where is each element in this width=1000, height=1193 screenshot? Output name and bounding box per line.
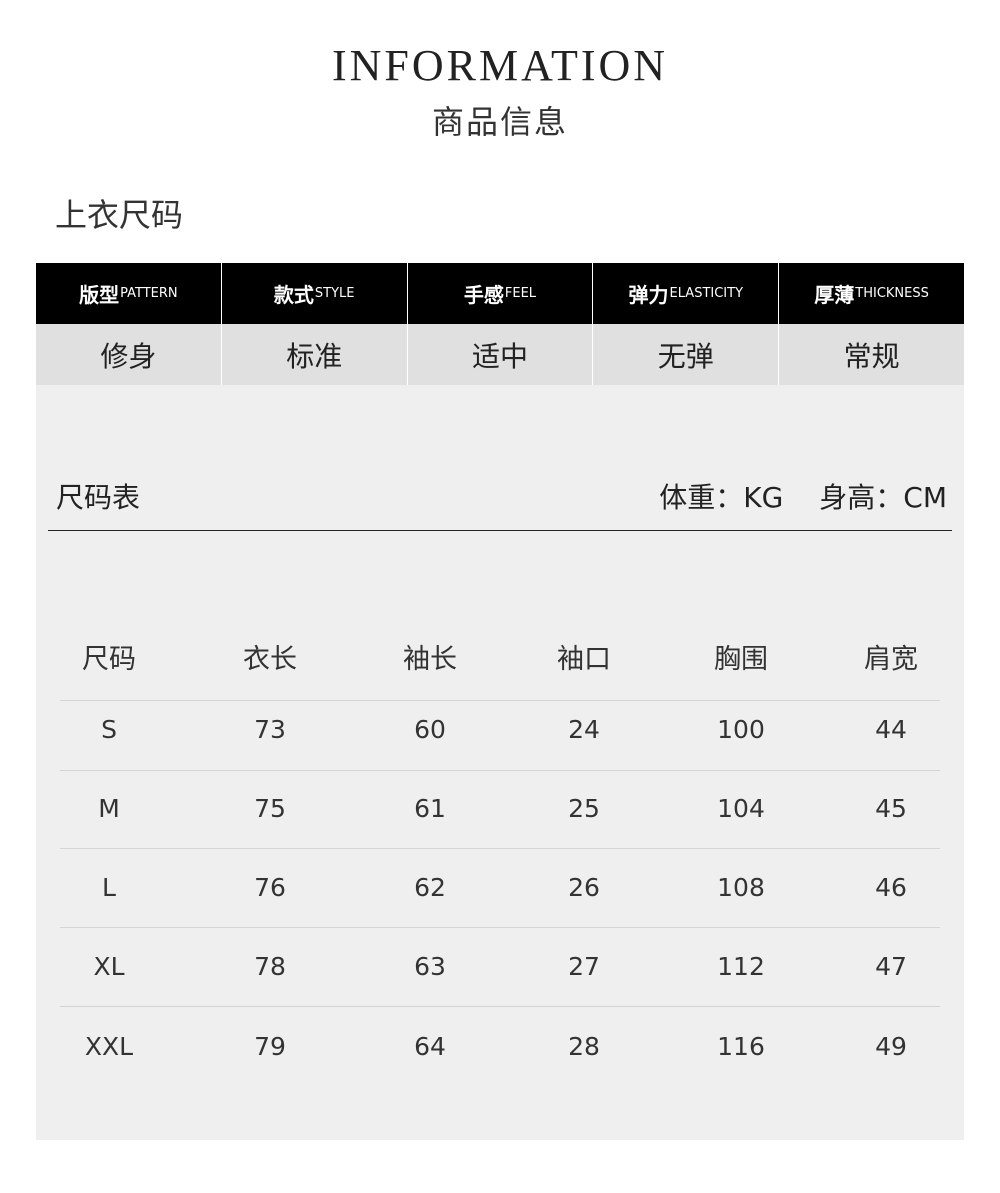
table-cell: 108: [717, 873, 765, 902]
section-title: 上衣尺码: [55, 196, 184, 234]
table-cell: 47: [875, 952, 907, 981]
table-cell: 62: [414, 873, 446, 902]
table-cell: 63: [414, 952, 446, 981]
table-cell: 25: [568, 794, 600, 823]
attr-label-en: PATTERN: [120, 286, 178, 301]
table-cell: 44: [875, 715, 907, 744]
row-divider: [60, 927, 940, 928]
table-cell: 75: [254, 794, 286, 823]
attr-label-cn: 厚薄: [814, 283, 855, 307]
attr-header-feel: 手感 FEEL: [407, 263, 594, 324]
row-divider: [60, 700, 940, 701]
title-chinese: 商品信息: [431, 103, 568, 141]
attr-header-pattern: 版型 PATTERN: [36, 263, 222, 324]
table-cell: 104: [717, 794, 765, 823]
title-english: INFORMATION: [331, 41, 669, 90]
table-cell: 45: [875, 794, 907, 823]
table-cell: 112: [717, 952, 765, 981]
attr-label-cn: 弹力: [628, 283, 669, 307]
table-cell: 49: [875, 1032, 907, 1061]
unit-weight: 体重：KG: [659, 481, 784, 514]
row-divider: [60, 848, 940, 849]
attr-header-thickness: 厚薄 THICKNESS: [779, 263, 964, 324]
table-cell: 100: [717, 715, 765, 744]
attr-value: 无弹: [593, 324, 780, 385]
table-cell: M: [98, 794, 120, 823]
table-cell: 袖长: [403, 644, 457, 675]
attr-value: 常规: [779, 324, 964, 385]
table-cell: 24: [568, 715, 600, 744]
attr-value: 适中: [407, 324, 594, 385]
table-cell: 26: [568, 873, 600, 902]
row-divider: [60, 770, 940, 771]
table-cell: 胸围: [714, 644, 768, 675]
size-chart-panel: [36, 385, 964, 1140]
table-cell: 64: [414, 1032, 446, 1061]
attr-header-style: 款式 STYLE: [221, 263, 408, 324]
table-cell: 76: [254, 873, 286, 902]
attr-label-cn: 手感: [463, 283, 504, 307]
table-cell: 28: [568, 1032, 600, 1061]
table-cell: 尺码: [82, 644, 136, 675]
table-cell: 27: [568, 952, 600, 981]
unit-height: 身高：CM: [819, 481, 947, 514]
attr-label-en: STYLE: [314, 286, 355, 301]
attr-value: 标准: [221, 324, 408, 385]
table-cell: 73: [254, 715, 286, 744]
attr-label-en: FEEL: [504, 286, 537, 301]
table-cell: L: [102, 873, 116, 902]
attr-value: 修身: [36, 324, 222, 385]
attr-label-cn: 款式: [273, 283, 314, 307]
table-cell: 46: [875, 873, 907, 902]
divider: [48, 530, 952, 531]
table-cell: 肩宽: [864, 644, 918, 675]
attr-label-en: THICKNESS: [855, 286, 929, 301]
units-label: 体重：KG 身高：CM: [659, 476, 947, 516]
table-cell: 袖口: [557, 644, 611, 675]
attributes-table: 版型 PATTERN 款式 STYLE 手感 FEEL 弹力 ELASTICITY 厚薄 THIC…: [36, 263, 964, 385]
size-chart-title: 尺码表: [56, 481, 141, 514]
table-cell: 79: [254, 1032, 286, 1061]
attr-label-cn: 版型: [79, 283, 120, 307]
attr-label-en: ELASTICITY: [669, 286, 744, 301]
table-cell: 116: [717, 1032, 765, 1061]
table-cell: 78: [254, 952, 286, 981]
table-cell: 61: [414, 794, 446, 823]
table-cell: XL: [93, 952, 125, 981]
table-cell: 60: [414, 715, 446, 744]
row-divider: [60, 1006, 940, 1007]
attr-header-elasticity: 弹力 ELASTICITY: [593, 263, 780, 324]
table-cell: XXL: [84, 1032, 134, 1061]
table-cell: S: [101, 715, 117, 744]
table-cell: 衣长: [243, 644, 297, 675]
